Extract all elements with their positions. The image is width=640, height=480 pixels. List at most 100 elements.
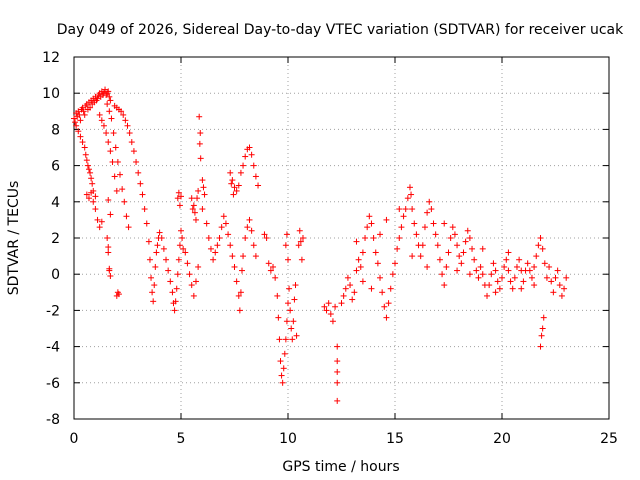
data-point [246, 144, 253, 151]
data-point [98, 218, 105, 225]
data-point [100, 122, 107, 129]
data-point [105, 249, 112, 256]
data-point [88, 175, 95, 182]
data-point [501, 263, 508, 270]
data-point [287, 307, 294, 314]
data-point [334, 368, 341, 375]
data-point [188, 195, 195, 202]
data-point [107, 211, 114, 218]
data-point [179, 235, 186, 241]
data-point [89, 180, 96, 187]
data-point [445, 249, 452, 256]
data-point [518, 285, 525, 292]
data-point [112, 144, 119, 151]
data-point [107, 97, 114, 104]
data-point [279, 379, 286, 386]
data-point [244, 224, 251, 231]
data-point [377, 274, 384, 281]
data-point [110, 130, 117, 137]
data-point [105, 196, 112, 203]
data-point [240, 253, 247, 260]
data-point [72, 119, 79, 126]
data-point [130, 148, 137, 155]
data-point [402, 206, 409, 213]
data-point [212, 249, 219, 256]
data-point [235, 182, 242, 189]
data-point [381, 303, 388, 310]
data-point [238, 267, 245, 274]
data-point [154, 242, 161, 249]
data-point [218, 224, 225, 231]
data-point [230, 191, 237, 198]
data-point [277, 358, 284, 365]
data-point [94, 95, 101, 102]
data-point [229, 177, 236, 184]
data-point [368, 220, 375, 227]
data-point [372, 249, 379, 256]
data-point [96, 111, 103, 118]
data-point [539, 245, 546, 252]
data-point [145, 238, 152, 245]
data-point [137, 180, 144, 187]
data-point [117, 171, 124, 178]
data-point [77, 133, 84, 140]
data-point [250, 242, 257, 249]
data-point [106, 108, 113, 115]
data-point [214, 242, 221, 249]
data-point [556, 282, 563, 289]
data-point [374, 260, 381, 267]
y-tick-label: 4 [51, 195, 60, 211]
data-point [237, 169, 244, 176]
data-point [323, 307, 330, 314]
data-point [263, 235, 270, 241]
data-point [248, 227, 255, 234]
data-point [119, 186, 126, 193]
x-tick-label: 0 [70, 431, 79, 447]
data-point [417, 253, 424, 260]
y-tick-label: -8 [46, 412, 60, 428]
data-point [81, 144, 88, 151]
data-point [172, 298, 179, 305]
data-point [550, 289, 557, 296]
data-point [92, 206, 99, 213]
data-points [71, 86, 570, 404]
data-point [464, 227, 471, 234]
data-point [357, 263, 364, 270]
data-point [90, 198, 97, 205]
data-point [148, 274, 155, 281]
data-point [351, 289, 358, 296]
data-point [274, 292, 281, 299]
data-point [327, 311, 334, 318]
data-point [85, 195, 92, 202]
data-point [227, 169, 234, 176]
data-point [334, 358, 341, 365]
data-point [190, 292, 197, 299]
data-point [548, 278, 555, 285]
data-point [441, 220, 448, 227]
y-tick-label: 6 [51, 159, 60, 175]
data-point [353, 267, 360, 274]
data-point [443, 263, 450, 270]
data-point [106, 265, 113, 272]
data-point [486, 282, 493, 289]
y-tick-label: 12 [42, 50, 60, 66]
data-point [153, 249, 160, 256]
data-point [535, 242, 542, 249]
data-point [175, 256, 182, 263]
data-point [109, 158, 116, 165]
data-point [96, 224, 103, 231]
data-point [298, 256, 305, 263]
x-tick-label: 25 [600, 431, 618, 447]
data-point [411, 220, 418, 227]
data-point [121, 198, 128, 205]
data-point [81, 111, 88, 118]
data-point [195, 187, 202, 194]
data-point [113, 187, 120, 194]
data-point [349, 296, 356, 303]
data-point [190, 202, 197, 209]
data-point [165, 267, 172, 274]
data-point [196, 113, 203, 120]
data-point [432, 231, 439, 238]
data-point [451, 231, 458, 238]
